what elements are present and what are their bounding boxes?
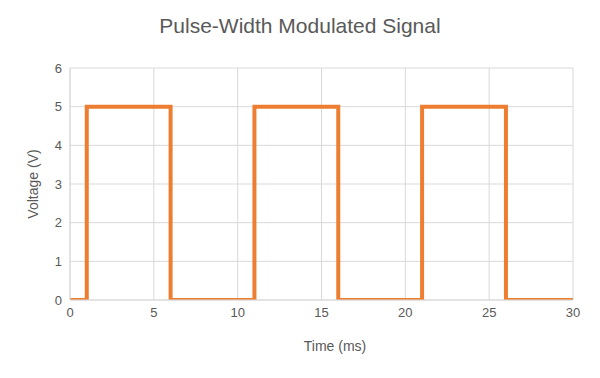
svg-text:4: 4 [55, 138, 62, 153]
svg-text:15: 15 [314, 305, 328, 320]
svg-text:0: 0 [66, 305, 73, 320]
svg-text:3: 3 [55, 177, 62, 192]
svg-text:0: 0 [55, 293, 62, 308]
html-text:Voltage (V): Voltage (V) [25, 149, 41, 219]
svg-text:5: 5 [55, 99, 62, 114]
svg-text:6: 6 [55, 61, 62, 76]
svg-text:30: 30 [566, 305, 580, 320]
html-text:Pulse-Width Modulated Signal: Pulse-Width Modulated Signal [159, 14, 441, 37]
svg-text:1: 1 [55, 254, 62, 269]
svg-text:10: 10 [230, 305, 244, 320]
html-text:Time (ms): Time (ms) [303, 338, 367, 354]
svg-text:2: 2 [55, 215, 62, 230]
svg-text:25: 25 [482, 305, 496, 320]
svg-text:20: 20 [398, 305, 412, 320]
svg-text:5: 5 [150, 305, 157, 320]
